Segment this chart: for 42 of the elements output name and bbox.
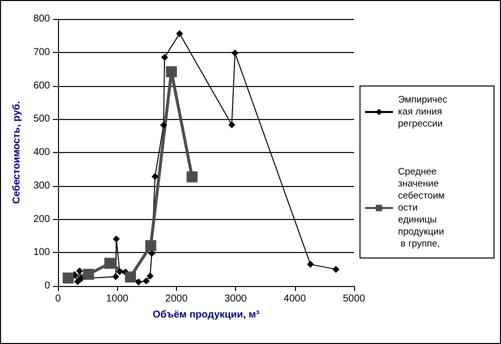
point xyxy=(306,260,314,268)
point xyxy=(152,173,159,180)
y-tick-label: 500 xyxy=(33,114,50,125)
y-tick-label: 0 xyxy=(44,280,50,292)
y-tick-label: 400 xyxy=(33,147,50,158)
legend-label: Среднее значение себестоимости единицы продукции в группе, xyxy=(398,166,445,250)
y-tick-label: 100 xyxy=(33,247,50,258)
point xyxy=(160,122,168,129)
y-tick-label: 800 xyxy=(33,14,50,24)
point xyxy=(104,258,116,269)
point xyxy=(116,268,124,276)
point xyxy=(161,54,168,61)
point xyxy=(82,268,94,280)
point xyxy=(74,278,82,286)
point xyxy=(112,235,120,242)
x-tick-label: 1000 xyxy=(106,294,129,304)
y-tick-label: 200 xyxy=(33,214,50,225)
point xyxy=(112,273,120,280)
x-tick-label: 4000 xyxy=(284,294,306,304)
y-axis-title: Себестоимость, руб. xyxy=(12,100,22,204)
point xyxy=(142,277,150,284)
x-axis-title: Объём продукции, м³ xyxy=(152,310,260,320)
point xyxy=(332,266,340,273)
x-tick-label: 3000 xyxy=(224,294,248,304)
point xyxy=(124,271,136,282)
y-tick-label: 300 xyxy=(33,180,50,192)
point xyxy=(62,272,74,284)
y-tick-label: 700 xyxy=(33,46,50,58)
point xyxy=(228,121,236,128)
point xyxy=(186,171,198,182)
legend-label: Эмпирическая линия регрессии xyxy=(398,94,448,130)
point xyxy=(145,240,156,252)
point xyxy=(176,30,184,38)
x-tick-label: 0 xyxy=(55,294,62,304)
x-tick-label: 2000 xyxy=(165,294,188,304)
point xyxy=(76,267,84,274)
point xyxy=(232,50,239,57)
x-tick-label: 5000 xyxy=(342,294,366,304)
point xyxy=(166,66,177,78)
point xyxy=(135,278,142,286)
point xyxy=(146,272,154,280)
y-tick-label: 600 xyxy=(33,80,50,92)
